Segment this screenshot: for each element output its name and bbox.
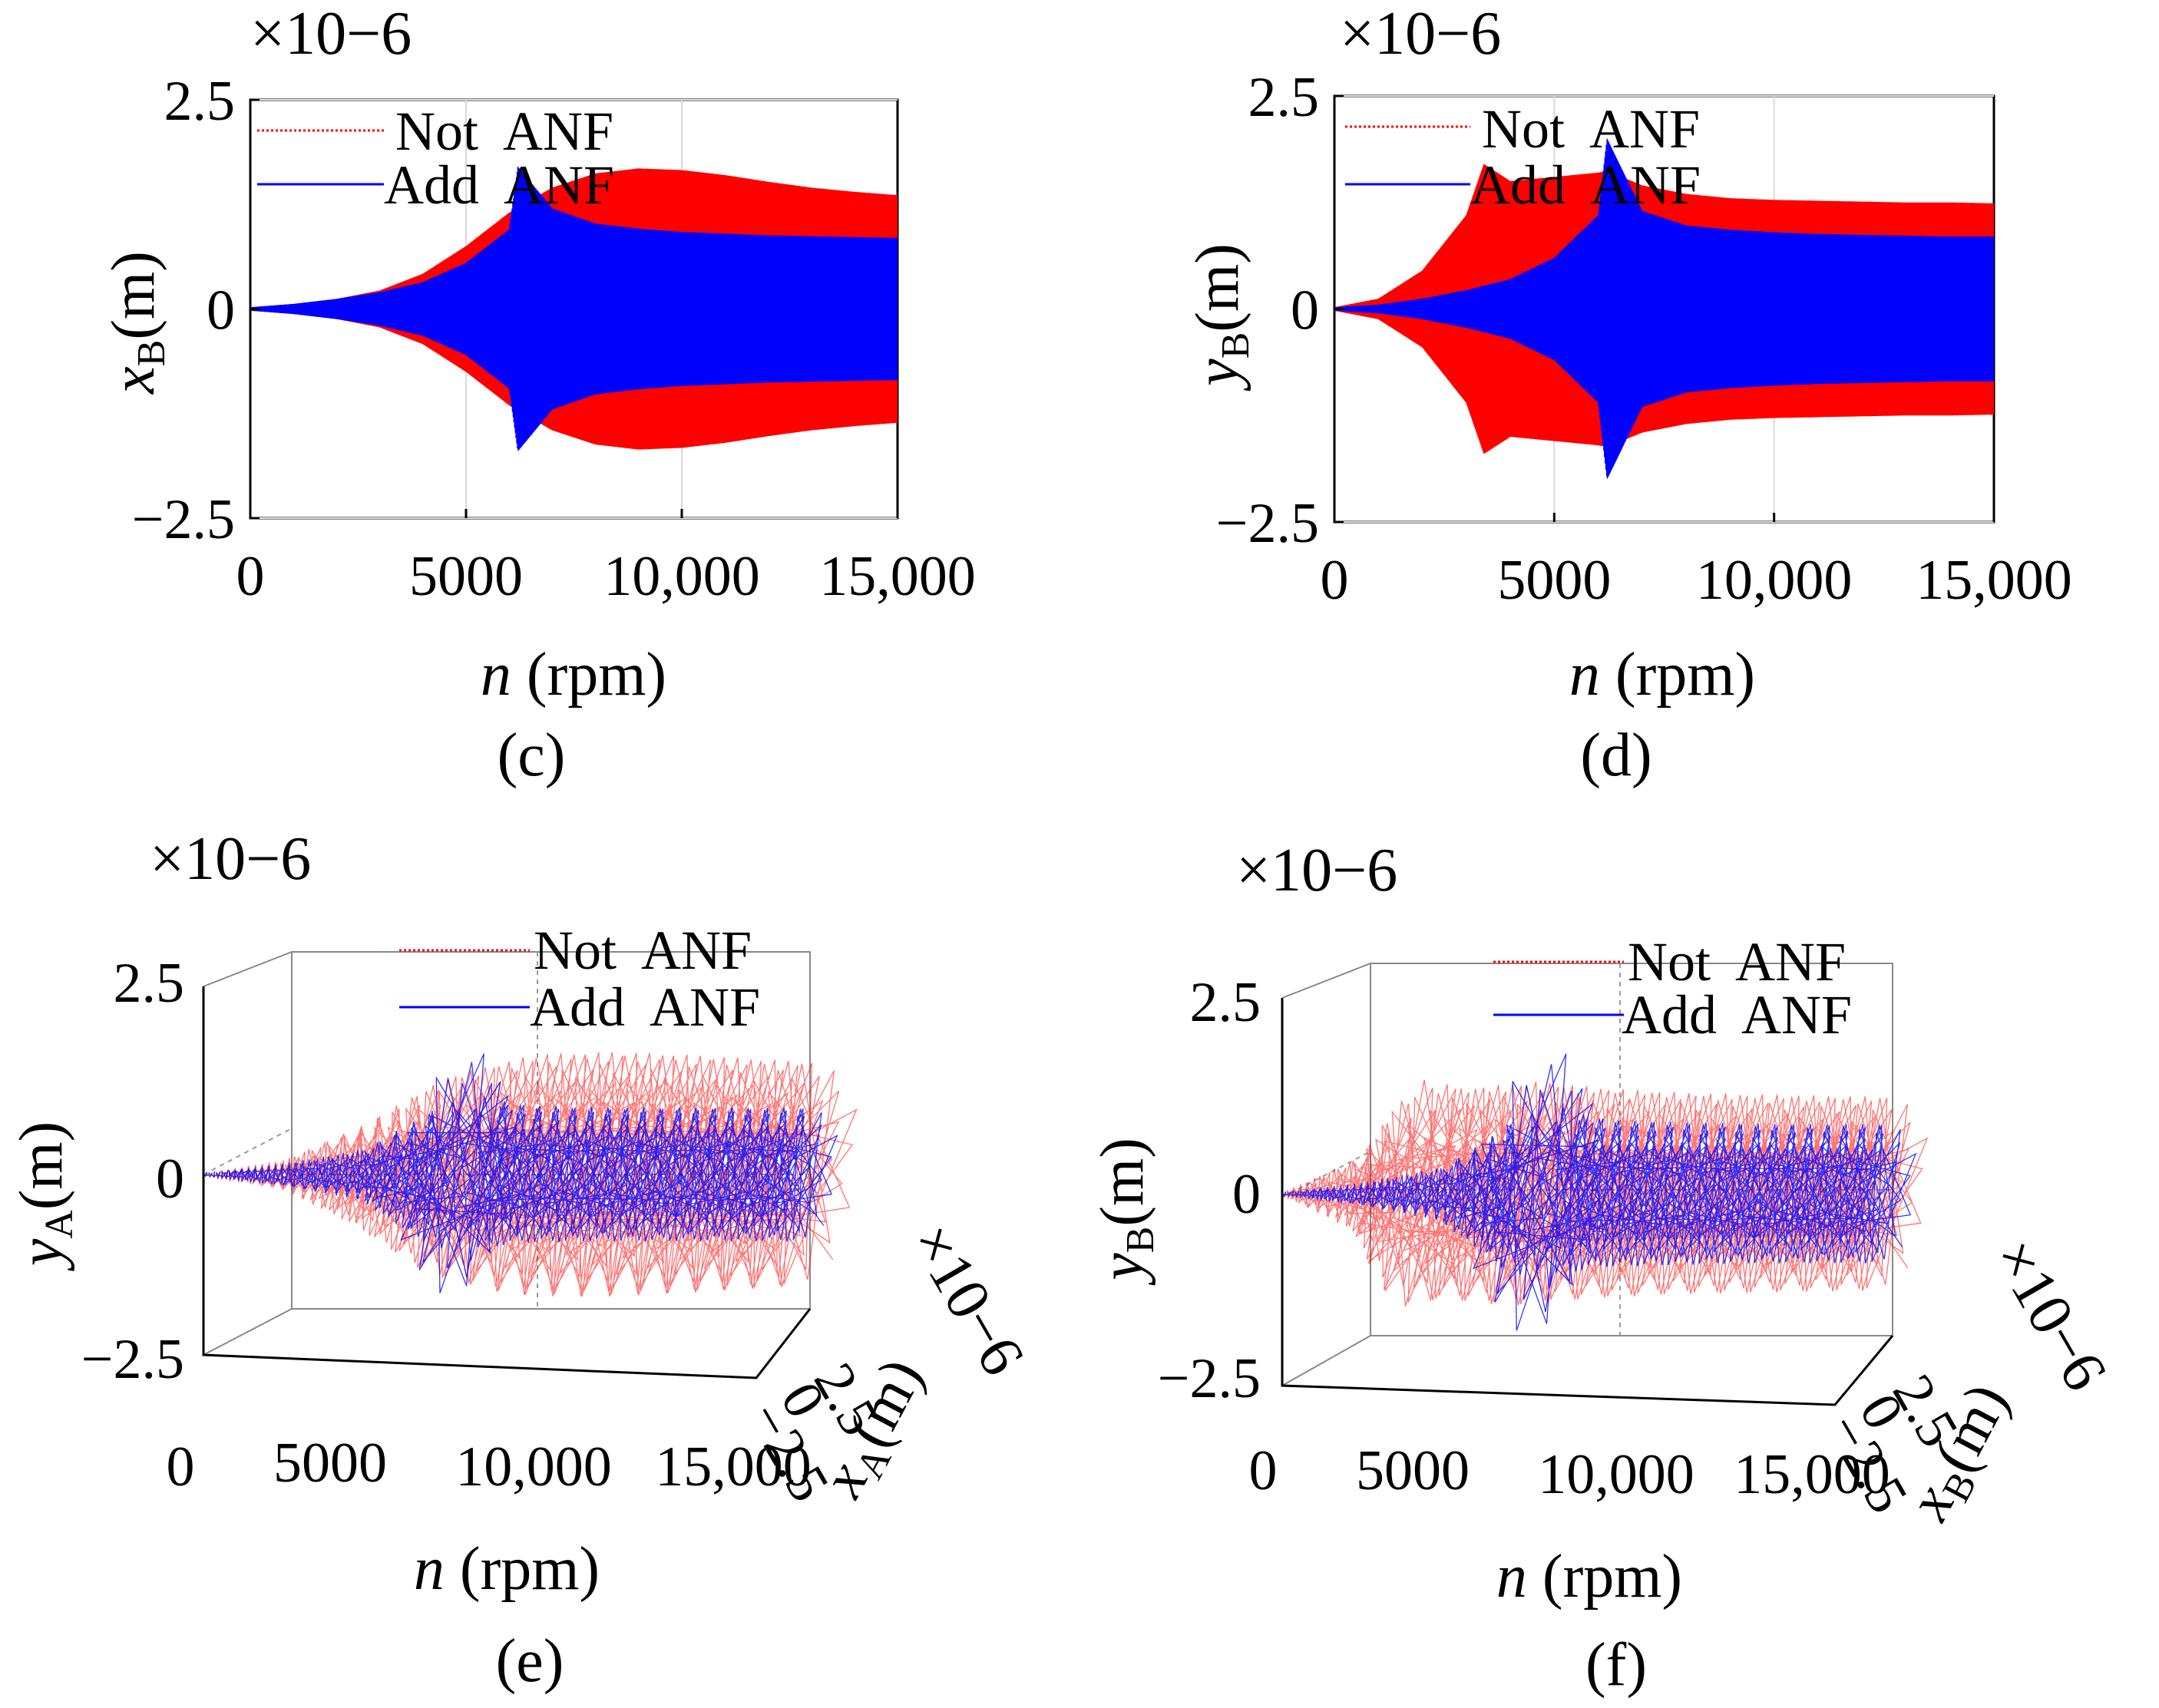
panel-e-x-label: n (rpm): [414, 1535, 600, 1603]
panel-d-x-tick: 0: [1321, 549, 1349, 612]
panel-c-series-not-anf: [250, 168, 898, 450]
panel-f-legend-add-anf: Add ANF: [1622, 984, 1852, 1046]
panel-c-series: [250, 167, 898, 451]
panel-e-z-tick: 2.5: [114, 952, 185, 1015]
panel-c-legend-not-anf: Not ANF: [395, 101, 613, 162]
panel-e: 2.5 0 −2.5 0 5000 10,000 15,000 2.5 0 −2…: [8, 825, 1037, 1695]
panel-e-z-label: yA(m): [8, 1122, 81, 1272]
panel-d-title: (d): [1580, 722, 1651, 789]
panel-f-z-multiplier: ×10−6: [1236, 837, 1397, 904]
panel-e-z-ticks: 2.5 0 −2.5: [81, 952, 184, 1391]
panel-f-z-tick: −2.5: [1158, 1347, 1261, 1410]
panel-c-x-tick: 15,000: [819, 545, 976, 608]
panel-c-x-tick: 10,000: [603, 545, 760, 608]
panel-e-x-tick: 5000: [273, 1432, 387, 1495]
panel-d-y-label: yB(m): [1184, 243, 1258, 391]
panel-e-title: (e): [496, 1627, 564, 1695]
panel-f-series: [1281, 1053, 1929, 1331]
panel-e-legend-not-anf: Not ANF: [534, 920, 752, 981]
panel-c-y-label: xB(m): [100, 251, 174, 395]
panel-f-title: (f): [1585, 1631, 1647, 1699]
panel-c-title: (c): [498, 722, 566, 789]
panel-d-x-tick: 15,000: [1916, 549, 2072, 612]
panel-c-legend-add-anf: Add ANF: [384, 154, 614, 216]
panel-c-x-tick: 5000: [409, 545, 523, 608]
panel-c-series-add-anf: [250, 167, 898, 451]
panel-f-z-ticks: 2.5 0 −2.5: [1158, 971, 1261, 1410]
panel-f-z-label: yB(m): [1089, 1138, 1162, 1286]
panel-d-x-tick: 10,000: [1696, 549, 1853, 612]
panel-f-x-tick: 0: [1249, 1439, 1278, 1502]
panel-e-z-tick: 0: [156, 1148, 184, 1211]
panel-d-x-tick: 5000: [1497, 549, 1611, 612]
panel-f-x-tick: 10,000: [1538, 1443, 1694, 1506]
panel-d-y-ticks: −2.5 0 2.5: [1216, 66, 1344, 555]
panel-e-axes: [202, 986, 812, 1379]
panel-e-x-ticks: 0 5000 10,000 15,000: [167, 1432, 812, 1498]
panel-e-x-tick: 15,000: [655, 1435, 812, 1498]
panel-d-legend-add-anf: Add ANF: [1470, 154, 1701, 216]
panel-f-x-tick: 15,000: [1734, 1443, 1890, 1506]
panel-f-z-tick: 0: [1232, 1163, 1261, 1226]
panel-d-x-label: n (rpm): [1569, 641, 1755, 709]
panel-e-x-tick: 10,000: [455, 1435, 612, 1498]
panel-c-x-ticks: 0 5000 10,000 15,000: [236, 509, 976, 608]
panel-c-y-tick: −2.5: [132, 488, 235, 551]
panel-e-z-tick: −2.5: [81, 1328, 184, 1391]
panel-f-x-tick: 5000: [1356, 1439, 1470, 1502]
panel-c-x-tick: 0: [236, 545, 265, 608]
panel-f-legend-not-anf: Not ANF: [1628, 931, 1846, 993]
panel-f-y-multiplier: ×10−6: [1980, 1228, 2119, 1402]
panel-f: 2.5 0 −2.5 0 5000 10,000 15,000 2.5 0 −2…: [1089, 837, 2120, 1699]
panel-f-x-ticks: 0 5000 10,000 15,000: [1249, 1439, 1890, 1506]
panel-d-x-ticks: 0 5000 10,000 15,000: [1321, 513, 2072, 612]
panel-e-z-multiplier: ×10−6: [150, 825, 311, 893]
panel-e-x-tick: 0: [167, 1435, 195, 1498]
panel-e-y-multiplier: ×10−6: [898, 1213, 1037, 1386]
panel-e-legend: Not ANF Add ANF: [399, 920, 760, 1038]
panel-e-series-add-anf: [203, 1053, 838, 1293]
panel-f-z-tick: 2.5: [1190, 971, 1261, 1034]
panel-d-series: [1334, 138, 1994, 479]
panel-d-y-tick: −2.5: [1216, 492, 1319, 555]
panel-d-y-tick: 2.5: [1248, 66, 1320, 129]
panel-c-y-ticks: −2.5 0 2.5: [132, 70, 260, 551]
panel-d-series-not-anf: [1334, 164, 1994, 454]
panel-c-legend: Not ANF Add ANF: [257, 101, 614, 216]
panel-e-series: [203, 1052, 858, 1297]
panel-f-series-add-anf: [1282, 1053, 1917, 1331]
panel-c-y-tick: 0: [207, 279, 235, 342]
panel-c-x-label: n (rpm): [481, 641, 666, 709]
panel-f-legend: Not ANF Add ANF: [1493, 931, 1852, 1046]
panel-f-x-label: n (rpm): [1496, 1543, 1682, 1611]
panel-d-y-multiplier: ×10−6: [1340, 0, 1501, 68]
panel-d-series-add-anf: [1334, 138, 1994, 479]
panel-c-y-multiplier: ×10−6: [250, 0, 412, 68]
panel-f-axes: [1281, 998, 1894, 1406]
panel-d-legend-not-anf: Not ANF: [1482, 98, 1700, 160]
panel-f-series-not-anf: [1281, 1079, 1929, 1307]
panel-d: 0 5000 10,000 15,000 −2.502.5 ×10−6 Not ANF…: [1184, 0, 2072, 789]
panel-d-y-tick: 0: [1291, 279, 1319, 342]
panel-c-y-tick: 2.5: [164, 70, 236, 133]
panel-c: 0 5000 10,000 15,000 −2.502.5 ×10−6 Not ANF…: [100, 0, 976, 789]
panel-d-legend: Not ANF Add ANF: [1345, 98, 1701, 216]
panel-e-legend-add-anf: Add ANF: [530, 976, 760, 1038]
